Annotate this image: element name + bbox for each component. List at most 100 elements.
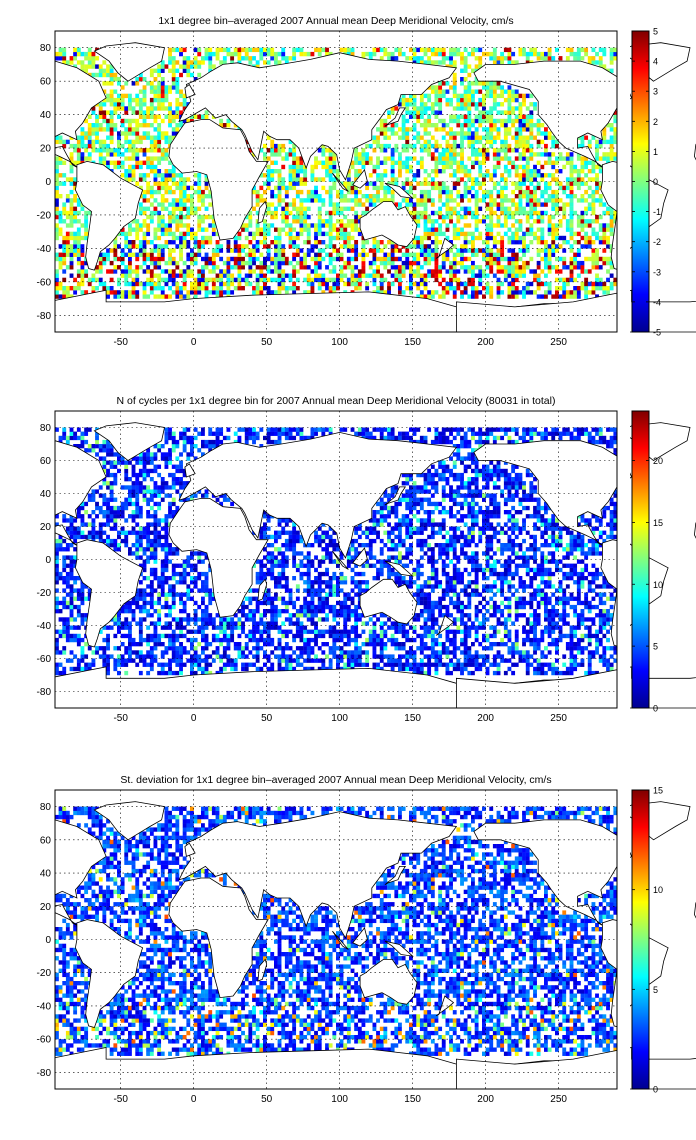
heatmap-cell [292,164,297,170]
heatmap-cell [248,47,253,53]
heatmap-cell [394,123,399,128]
heatmap-cell [317,265,322,270]
heatmap-cell [142,123,147,128]
heatmap-cell [179,185,183,191]
heatmap-cell [160,181,165,186]
heatmap-cell [120,662,125,667]
heatmap-cell [146,214,151,220]
heatmap-cell [503,139,508,145]
heatmap-cell [182,185,187,191]
heatmap-cell [65,637,70,643]
heatmap-cell [153,244,158,249]
heatmap-cell [76,609,81,614]
heatmap-cell [62,252,67,257]
heatmap-cell [135,501,140,507]
heatmap-cell [591,252,596,257]
heatmap-cell [514,277,519,283]
heatmap-cell [591,290,596,295]
heatmap-cell [522,114,526,119]
heatmap-cell [343,194,348,199]
heatmap-cell [518,177,523,182]
heatmap-cell [76,156,81,161]
heatmap-cell [558,244,563,249]
heatmap-cell [609,281,614,287]
heatmap-cell [376,265,380,270]
heatmap-cell [113,452,118,457]
heatmap-cell [146,456,151,461]
heatmap-cell [591,219,596,224]
heatmap-cell [325,286,329,291]
heatmap-cell [460,252,464,257]
heatmap-cell [73,240,78,245]
heatmap-cell [482,102,486,107]
heatmap-cell [168,202,172,207]
heatmap-cell [219,256,224,262]
heatmap-cell [146,642,151,647]
heatmap-cell [109,160,114,165]
heatmap-cell [485,85,490,90]
heatmap-cell [102,252,107,257]
heatmap-cell [529,93,534,99]
heatmap-cell [171,240,176,245]
heatmap-cell [124,235,129,241]
heatmap-cell [208,277,213,283]
heatmap-cell [467,118,472,124]
heatmap-cell [445,227,450,232]
heatmap-cell [149,530,154,535]
heatmap-cell [95,139,99,145]
heatmap-cell [288,202,293,207]
heatmap-cell [390,260,395,266]
heatmap-cell [179,244,183,249]
heatmap-cell [325,231,329,237]
heatmap-cell [478,235,483,241]
heatmap-cell [317,51,322,57]
heatmap-cell [124,290,129,295]
heatmap-cell [328,290,333,295]
heatmap-cell [303,181,308,186]
heatmap-cell [153,164,158,170]
heatmap-cell [175,97,180,103]
heatmap-cell [390,123,395,128]
heatmap-cell [55,290,59,295]
heatmap-cell [215,265,220,270]
heatmap-cell [471,269,475,274]
heatmap-cell [138,106,143,111]
heatmap-cell [376,135,380,140]
heatmap-cell [157,600,162,606]
heatmap-cell [190,194,194,199]
heatmap-cell [533,135,537,140]
heatmap-cell [591,248,596,253]
heatmap-cell [529,156,534,161]
heatmap-cell [536,51,541,57]
heatmap-cell [460,131,464,136]
heatmap-cell [602,227,607,232]
heatmap-cell [62,219,67,224]
heatmap-cell [76,219,81,224]
heatmap-cell [149,584,154,589]
heatmap-cell [91,106,96,111]
heatmap-cell [138,555,143,560]
heatmap-cell [58,600,63,606]
heatmap-cell [284,185,289,191]
heatmap-cell [492,139,497,145]
heatmap-cell [135,93,140,99]
heatmap-cell [419,56,424,61]
heatmap-cell [277,181,282,186]
heatmap-cell [299,47,304,53]
heatmap-cell [131,596,136,601]
heatmap-cell [146,670,151,676]
heatmap-cell [124,269,129,274]
heatmap-cell [606,139,610,145]
heatmap-cell [372,139,377,145]
heatmap-cell [551,223,556,228]
heatmap-cell [602,47,607,53]
heatmap-cell [117,658,121,663]
heatmap-cell [252,231,256,237]
heatmap-cell [84,118,89,124]
heatmap-cell [314,244,318,249]
heatmap-cell [511,135,516,140]
heatmap-cell [332,265,337,270]
heatmap-cell [474,210,479,216]
heatmap-cell [284,152,289,157]
heatmap-cell [522,102,526,107]
